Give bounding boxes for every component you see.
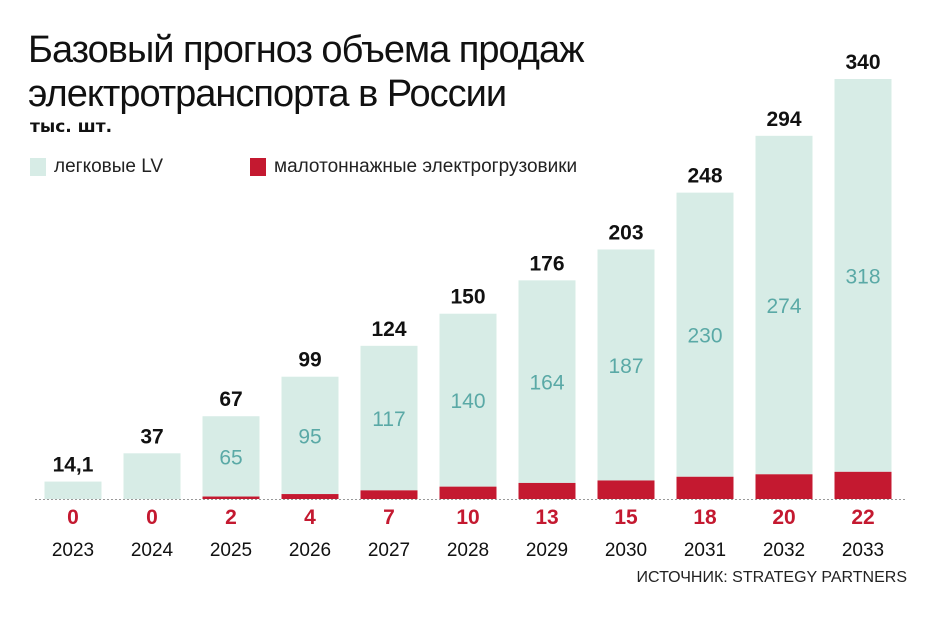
total-label: 124 [371, 318, 406, 341]
total-label: 99 [298, 349, 321, 372]
bar-lv [123, 453, 181, 499]
x-tick-label: 2031 [684, 540, 726, 561]
legend-label-lv: легковые LV [54, 156, 164, 177]
trucks-value-label: 0 [146, 506, 158, 529]
lv-value-label: 95 [298, 425, 321, 448]
lv-value-label: 187 [608, 355, 643, 378]
lv-value-label: 65 [219, 446, 242, 469]
bar-trucks [597, 480, 655, 499]
lv-value-label: 140 [450, 390, 485, 413]
legend-swatch-trucks [250, 158, 266, 176]
bar-trucks [281, 494, 339, 499]
x-tick-label: 2023 [52, 540, 94, 561]
bar-trucks [755, 474, 813, 499]
unit-label: тыс. шт. [30, 117, 113, 137]
lv-value-label: 318 [845, 265, 880, 288]
total-label: 248 [687, 165, 722, 188]
trucks-value-label: 20 [772, 506, 795, 529]
x-tick-label: 2033 [842, 540, 884, 561]
total-label: 37 [140, 425, 163, 448]
bar-lv [834, 79, 892, 472]
source-note: ИСТОЧНИК: STRATEGY PARTNERS [636, 569, 907, 586]
trucks-value-label: 22 [851, 506, 874, 529]
trucks-value-label: 2 [225, 506, 237, 529]
lv-value-label: 117 [372, 408, 405, 431]
bar-lv [439, 313, 497, 487]
lv-value-label: 230 [687, 325, 722, 348]
x-tick-label: 2025 [210, 540, 252, 561]
legend-swatch-lv [30, 158, 46, 176]
total-label: 67 [219, 388, 242, 411]
x-tick-label: 2027 [368, 540, 410, 561]
bar-trucks [360, 490, 418, 499]
x-tick-label: 2029 [526, 540, 568, 561]
total-label: 14,1 [53, 454, 94, 477]
trucks-value-label: 13 [535, 506, 558, 529]
trucks-value-label: 7 [383, 506, 395, 529]
bar-trucks [834, 471, 892, 499]
bar-trucks [676, 476, 734, 499]
bar-lv [360, 345, 418, 491]
bar-lv [755, 135, 813, 475]
legend-item-lv: легковые LV [30, 156, 163, 178]
lv-value-label: 164 [529, 372, 564, 395]
trucks-value-label: 15 [614, 506, 638, 529]
trucks-value-label: 0 [67, 506, 79, 529]
bar-lv [281, 376, 339, 495]
x-tick-label: 2032 [763, 540, 805, 561]
chart-title: Базовый прогноз объема продаж электротра… [28, 29, 585, 115]
legend-item-trucks: малотоннажные электрогрузовики [250, 156, 577, 178]
bar-lv [518, 280, 576, 483]
lv-value-label: 274 [766, 295, 801, 318]
x-tick-label: 2030 [605, 540, 647, 561]
total-label: 150 [450, 286, 485, 309]
x-tick-label: 2026 [289, 540, 331, 561]
bar-trucks [439, 486, 497, 499]
trucks-value-label: 10 [456, 506, 479, 529]
x-tick-label: 2028 [447, 540, 489, 561]
trucks-value-label: 18 [693, 506, 717, 529]
bar-lv [597, 249, 655, 481]
bar-lv [44, 481, 102, 499]
bar-lv [202, 416, 260, 497]
total-label: 294 [766, 108, 801, 131]
x-tick-label: 2024 [131, 540, 174, 561]
legend-label-trucks: малотоннажные электрогрузовики [274, 156, 578, 177]
bar-trucks [518, 482, 576, 499]
total-label: 203 [608, 221, 643, 244]
bar-trucks [202, 496, 260, 499]
total-label: 340 [845, 51, 880, 74]
total-label: 176 [529, 252, 564, 275]
trucks-value-label: 4 [304, 506, 316, 529]
bar-lv [676, 192, 734, 477]
